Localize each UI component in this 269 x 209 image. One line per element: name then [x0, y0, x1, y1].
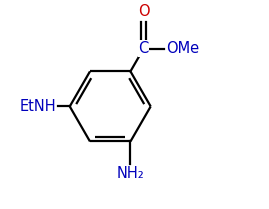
Text: EtNH: EtNH [20, 99, 56, 114]
Text: OMe: OMe [166, 41, 199, 56]
Text: C: C [139, 41, 149, 56]
Text: O: O [138, 4, 149, 19]
Text: NH₂: NH₂ [116, 166, 144, 181]
